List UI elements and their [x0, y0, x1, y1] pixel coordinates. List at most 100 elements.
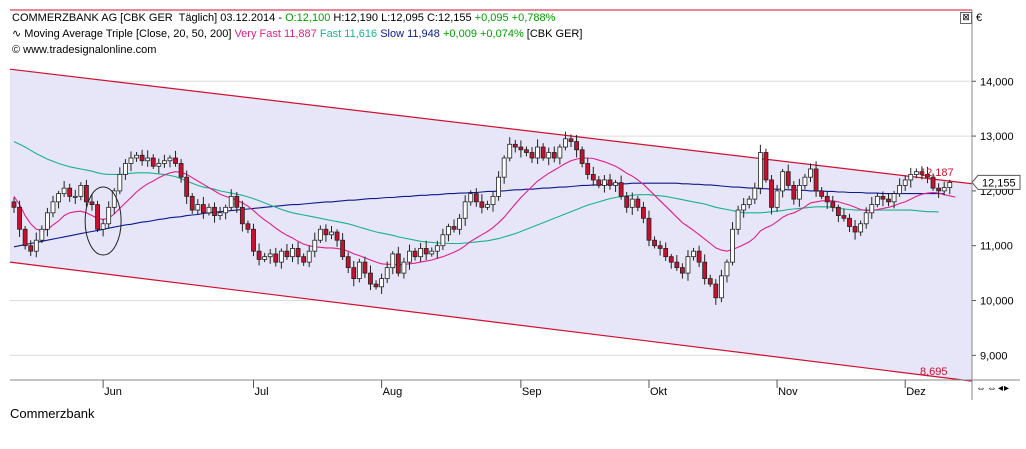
- candle-body-up: [462, 201, 468, 219]
- candle-body-up: [941, 187, 947, 192]
- trend-channel-upper-line: [9, 68, 973, 185]
- candle-body-down: [212, 206, 217, 216]
- candle: [585, 158, 591, 180]
- candle: [317, 225, 323, 243]
- candle-body-down: [178, 163, 184, 178]
- x-tick-label: Dez: [906, 386, 926, 398]
- candle: [284, 244, 290, 260]
- candle: [290, 244, 295, 263]
- candle-body-up: [195, 204, 201, 211]
- candle-body-down: [607, 179, 613, 186]
- candle-body-up: [874, 195, 880, 205]
- candle-body-down: [540, 146, 546, 159]
- candle-body-up: [557, 146, 563, 159]
- ma-very-fast: Very Fast 11,887: [234, 28, 320, 40]
- candle-body-down: [707, 278, 713, 285]
- last-price-value: 12,155: [982, 177, 1016, 189]
- candle: [39, 225, 45, 243]
- candle-body-up: [72, 195, 78, 198]
- candle: [256, 243, 262, 266]
- candle-body-up: [418, 248, 424, 258]
- candle: [295, 241, 301, 265]
- candle-body-up: [802, 176, 808, 186]
- candle: [507, 137, 513, 162]
- candle: [668, 253, 674, 269]
- candle-body-up: [156, 163, 162, 167]
- candle: [791, 181, 797, 205]
- candle: [579, 146, 585, 168]
- candle-body-down: [362, 261, 368, 274]
- candle: [596, 176, 602, 189]
- candle: [451, 219, 457, 233]
- candle: [568, 134, 574, 148]
- candle: [908, 167, 914, 188]
- candle: [228, 189, 234, 211]
- very-fast-ma-line: [13, 157, 956, 266]
- candle: [590, 166, 596, 186]
- candle: [134, 151, 139, 162]
- candle-body-up: [45, 212, 50, 230]
- candle-body-down: [173, 157, 178, 164]
- candle: [702, 254, 708, 285]
- candle-body-down: [925, 174, 930, 178]
- candle: [936, 183, 942, 199]
- x-tick-label: Sep: [522, 386, 542, 398]
- candle: [373, 280, 379, 290]
- candle: [351, 261, 357, 287]
- candle: [746, 195, 752, 209]
- candle: [796, 178, 802, 207]
- candle-body-down: [579, 149, 585, 164]
- candle: [323, 224, 329, 242]
- candle: [485, 200, 490, 211]
- candle: [780, 168, 786, 198]
- scroll-arrows-icon[interactable]: ⇔⇔◂▸: [976, 383, 1011, 394]
- candle-body-down: [769, 179, 774, 208]
- candle-body-up: [468, 193, 474, 203]
- candle: [340, 233, 346, 260]
- candle-body-down: [824, 195, 830, 203]
- x-tick-label: Okt: [650, 386, 667, 398]
- candle-body-up: [56, 193, 61, 203]
- candle: [874, 192, 880, 208]
- candle: [925, 166, 930, 184]
- candle-body-down: [139, 154, 145, 162]
- candle: [468, 190, 474, 206]
- candle: [730, 222, 735, 266]
- candle-body-up: [780, 171, 786, 192]
- candle: [395, 246, 401, 277]
- candle: [841, 208, 847, 222]
- candle: [724, 259, 730, 283]
- channel-lower-value-label: 8,695: [920, 366, 948, 378]
- candle: [641, 201, 646, 224]
- candle-body-down: [785, 171, 791, 186]
- candle-body-down: [657, 245, 663, 249]
- header-open: O:12,100: [285, 12, 334, 24]
- candle-body-up: [128, 157, 134, 164]
- candle-body-up: [897, 185, 903, 195]
- candle: [652, 236, 657, 249]
- candle: [78, 182, 84, 201]
- candle: [529, 147, 535, 163]
- candle-body-up: [490, 195, 496, 205]
- close-icon[interactable]: ⊠: [960, 12, 972, 24]
- candle-body-up: [718, 275, 724, 299]
- candle-body-down: [473, 193, 479, 203]
- candle: [329, 225, 334, 240]
- candle-body-up: [434, 245, 440, 252]
- candle-body-down: [295, 248, 301, 258]
- candle-body-down: [680, 267, 685, 274]
- ma-fast: Fast 11,616: [319, 28, 381, 40]
- candle: [685, 250, 691, 281]
- candle: [858, 220, 864, 236]
- ma-slow: Slow 11,948: [380, 28, 443, 40]
- candle: [635, 195, 641, 212]
- candle-body-down: [919, 171, 925, 175]
- candle-body-down: [89, 201, 95, 205]
- candle: [763, 148, 769, 183]
- candle-body-down: [841, 215, 847, 219]
- candle-body-up: [496, 176, 501, 197]
- candle-body-down: [184, 176, 190, 197]
- candle-body-up: [356, 261, 362, 279]
- candle: [262, 252, 268, 263]
- ma-symbol: [CBK GER]: [526, 28, 583, 40]
